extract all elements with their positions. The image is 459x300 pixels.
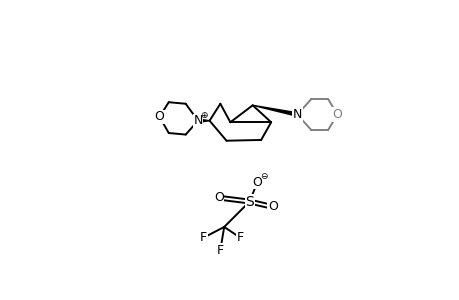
Text: S: S xyxy=(245,195,253,208)
Polygon shape xyxy=(252,105,297,116)
Text: O: O xyxy=(252,176,262,189)
Text: ⊕: ⊕ xyxy=(199,111,207,120)
Text: O: O xyxy=(213,191,223,204)
Text: F: F xyxy=(236,231,243,244)
Polygon shape xyxy=(197,119,209,122)
Text: N: N xyxy=(292,108,302,121)
Text: O: O xyxy=(267,200,277,213)
Text: F: F xyxy=(199,231,207,244)
Text: O: O xyxy=(154,110,164,123)
Text: F: F xyxy=(216,244,224,256)
Text: ⊖: ⊖ xyxy=(259,172,267,181)
Text: N: N xyxy=(193,114,202,127)
Text: O: O xyxy=(332,108,341,121)
